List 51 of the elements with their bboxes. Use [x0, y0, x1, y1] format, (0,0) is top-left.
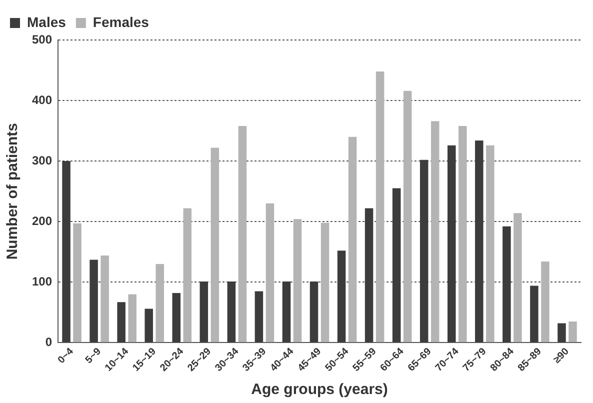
y-tick-label: 400: [32, 92, 52, 107]
y-tick-label: 200: [32, 214, 52, 228]
bar: [238, 126, 247, 342]
bar: [90, 260, 98, 342]
bar: [254, 291, 264, 342]
bar: [392, 188, 401, 342]
bar: [568, 321, 577, 342]
y-tick-label: 300: [32, 153, 52, 168]
bar: [530, 286, 538, 342]
bar: [502, 226, 511, 342]
bar: [73, 223, 82, 342]
bar: [210, 148, 220, 342]
bar: [514, 213, 522, 342]
bar: [458, 126, 467, 342]
x-tick-label: 0~4: [56, 346, 76, 366]
bar: [376, 71, 384, 342]
bar: [293, 219, 302, 342]
bar: [100, 255, 109, 342]
bar: [486, 145, 494, 342]
bar: [310, 282, 318, 342]
bar: [266, 203, 274, 342]
bar: [364, 208, 374, 342]
bar: [144, 308, 153, 342]
x-tick-label: 5~9: [84, 346, 104, 366]
bar: [430, 121, 440, 342]
legend-label: Females: [92, 14, 150, 30]
bar: [403, 90, 412, 342]
bar: [62, 161, 70, 342]
bar: [128, 294, 136, 342]
x-axis-title: Age groups (years): [251, 381, 388, 398]
bar: [420, 160, 428, 342]
y-tick-label: 100: [32, 274, 52, 288]
bar: [475, 140, 484, 342]
y-tick-label: 500: [32, 32, 52, 46]
bar: [117, 302, 126, 342]
legend-label: Males: [27, 14, 66, 30]
bar: [172, 293, 181, 342]
y-axis-title: Number of patients: [4, 122, 22, 260]
y-tick-label: 0: [45, 334, 52, 349]
x-tick-label: ≥90: [552, 346, 572, 366]
bar: [448, 145, 456, 342]
bar: [541, 262, 550, 342]
bar: [282, 282, 291, 342]
bar: [227, 282, 236, 342]
bar: [348, 136, 357, 342]
bar: [337, 250, 346, 342]
bar: [320, 222, 330, 342]
bar: [183, 208, 192, 342]
bar: [558, 323, 566, 342]
bar: [156, 264, 164, 342]
bar: [200, 282, 208, 342]
